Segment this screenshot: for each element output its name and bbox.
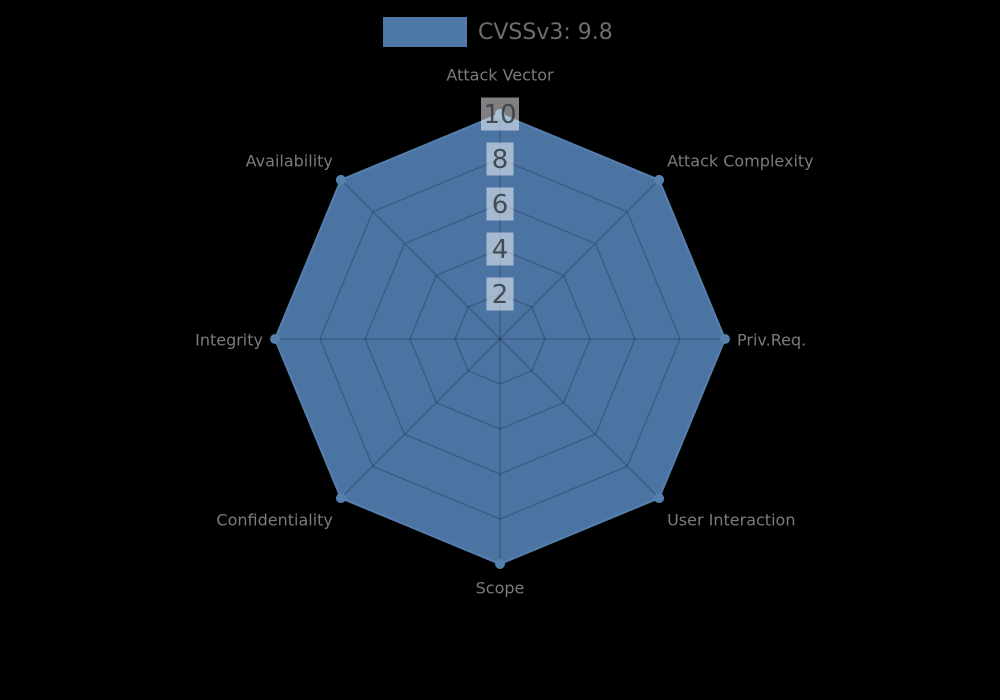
grid-ring <box>364 203 636 475</box>
grid-ring <box>454 293 546 385</box>
radial-tick-label: 10 <box>483 100 516 130</box>
axis-label-integrity: Integrity <box>195 331 263 350</box>
series-marker <box>335 174 346 185</box>
radial-tick: 2 <box>486 277 514 311</box>
legend-swatch <box>383 17 467 47</box>
axis-label-availability: Availability <box>246 151 333 170</box>
axis-label-scope: Scope <box>476 579 525 598</box>
radial-tick: 10 <box>481 97 519 131</box>
grid-spoke <box>499 179 660 340</box>
legend: CVSSv3: 9.8 <box>383 17 613 47</box>
axis-label-user-interaction: User Interaction <box>667 511 795 530</box>
axis-label-attack-vector: Attack Vector <box>446 66 554 85</box>
grid-ring <box>319 158 681 520</box>
series-marker <box>335 493 346 504</box>
radial-tick: 8 <box>486 142 514 176</box>
grid-spoke <box>340 338 501 499</box>
axis-label-confidentiality: Confidentiality <box>216 511 332 530</box>
series-marker <box>270 334 280 344</box>
radial-tick: 6 <box>486 187 514 221</box>
series-marker <box>495 559 505 569</box>
radial-tick-box <box>481 97 519 131</box>
grid-spoke <box>499 338 660 499</box>
legend-label: CVSSv3: 9.8 <box>478 19 613 45</box>
grid-spoke <box>340 179 501 340</box>
series-marker <box>720 334 730 344</box>
radial-tick: 4 <box>486 232 514 266</box>
series-marker <box>654 174 665 185</box>
radial-tick-label: 8 <box>492 145 509 175</box>
axis-label-attack-complexity: Attack Complexity <box>667 151 814 170</box>
radial-tick-label: 2 <box>492 280 509 310</box>
radial-tick-label: 4 <box>492 235 509 265</box>
series-fill-polygon <box>275 114 725 564</box>
series-marker <box>654 493 665 504</box>
grid-ring <box>409 248 591 430</box>
radial-tick-box <box>486 187 514 221</box>
radial-tick-box <box>486 142 514 176</box>
axis-label-priv-req: Priv.Req. <box>737 331 806 350</box>
radial-tick-label: 6 <box>492 190 509 220</box>
radial-tick-box <box>486 232 514 266</box>
radial-tick-box <box>486 277 514 311</box>
